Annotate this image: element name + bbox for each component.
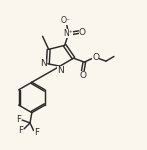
Text: N⁺: N⁺ — [64, 29, 73, 38]
Text: O: O — [92, 53, 99, 62]
Text: F: F — [16, 115, 21, 124]
Text: F: F — [18, 126, 23, 135]
Text: O: O — [79, 71, 86, 80]
Text: N: N — [57, 66, 64, 75]
Text: F: F — [34, 128, 39, 136]
Text: O: O — [79, 28, 86, 37]
Text: O⁻: O⁻ — [61, 16, 71, 25]
Text: N: N — [40, 59, 47, 68]
